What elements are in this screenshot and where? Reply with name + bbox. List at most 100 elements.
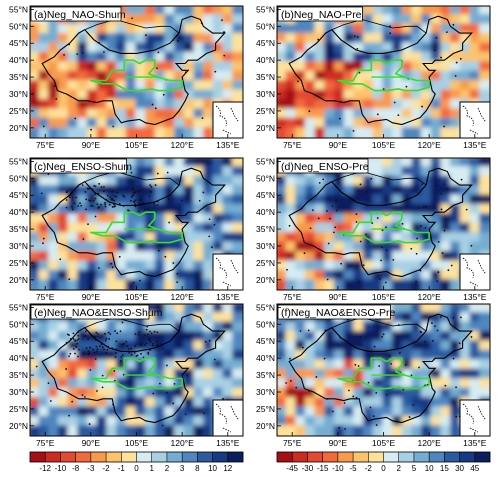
lat-tick-label: 35°N bbox=[256, 370, 275, 380]
country-boundary bbox=[41, 167, 226, 278]
map-panels: (a)Neg_NAO-Shum 55°N 50°N 45°N 40°N 35°N 30°N 2… bbox=[9, 4, 491, 448]
colorbar-tick-label: 2 bbox=[396, 464, 401, 473]
colorbar-segment bbox=[151, 452, 168, 462]
colorbar-tick-label: -10 bbox=[55, 464, 67, 473]
lat-tick-label: 55°N bbox=[256, 302, 275, 312]
neighbour-boundary bbox=[331, 171, 427, 186]
colorbar-segment bbox=[90, 452, 107, 462]
colorbar-segment bbox=[474, 452, 491, 462]
lon-tick-label: 90°E bbox=[329, 438, 348, 448]
lat-tick-label: 50°N bbox=[256, 21, 275, 31]
colorbar: -45 -30 -15 -10 -5 -2 0 2 5 10 15 30 45 bbox=[276, 451, 491, 473]
lat-tick-label: 30°N bbox=[9, 241, 28, 251]
colorbar-tick-label: 2 bbox=[165, 464, 170, 473]
lat-tick-label: 25°N bbox=[9, 106, 28, 116]
lat-tick-label: 55°N bbox=[256, 156, 275, 166]
lat-tick-label: 50°N bbox=[9, 319, 28, 329]
colorbar-tick-label: -1 bbox=[118, 464, 126, 473]
colorbar-segment bbox=[459, 452, 476, 462]
neighbour-boundary bbox=[331, 317, 427, 332]
colorbar-segment bbox=[444, 452, 460, 462]
lat-tick-label: 50°N bbox=[9, 173, 28, 183]
lat-tick-label: 45°N bbox=[9, 38, 28, 48]
lon-tick-label: 75°E bbox=[283, 292, 302, 302]
lat-tick-label: 30°N bbox=[9, 387, 28, 397]
inset-boundary bbox=[462, 403, 487, 433]
colorbars: -12 -10 -8 -3 -2 -1 0 1 2 3 8 10 12 -45 -30 -15 -10 -5 -2 0… bbox=[29, 451, 491, 473]
lat-tick-label: 35°N bbox=[9, 224, 28, 234]
colorbar-segment bbox=[337, 452, 354, 462]
lon-tick-label: 105°E bbox=[125, 438, 149, 448]
colorbar-segment bbox=[353, 452, 369, 462]
lat-tick-label: 20°N bbox=[9, 123, 28, 133]
inset-boundary bbox=[215, 105, 240, 135]
neighbour-boundary bbox=[331, 19, 427, 34]
significance-stippling bbox=[35, 313, 224, 427]
panel-label-box bbox=[30, 304, 150, 320]
lat-tick-label: 20°N bbox=[256, 275, 275, 285]
colorbar-segment bbox=[166, 452, 183, 462]
lon-tick-label: 135°E bbox=[216, 140, 240, 150]
map-panel: (b)Neg_NAO-Pre 55°N 50°N 45°N 40°N 35°N 30°N 25… bbox=[256, 4, 491, 150]
colorbar-segment bbox=[277, 452, 293, 462]
map-panel: (a)Neg_NAO-Shum 55°N 50°N 45°N 40°N 35°N 30°N 2… bbox=[9, 4, 244, 150]
panel-label: (b)Neg_NAO-Pre bbox=[281, 9, 362, 21]
map-panel: (e)Neg_NAO&ENSO-Shum 55°N 50°N 45°N 40°N 35°N… bbox=[9, 302, 244, 448]
lat-tick-label: 45°N bbox=[9, 190, 28, 200]
colorbar-segment bbox=[368, 452, 384, 462]
lat-tick-label: 25°N bbox=[256, 258, 275, 268]
colorbar-segment bbox=[383, 452, 400, 462]
anomaly-field bbox=[30, 6, 243, 138]
colorbar-segment bbox=[227, 452, 244, 462]
neighbour-boundary bbox=[84, 19, 180, 34]
colorbar-segment bbox=[75, 452, 92, 462]
lat-tick-label: 45°N bbox=[256, 38, 275, 48]
colorbar-tick-label: -10 bbox=[332, 464, 344, 473]
lat-tick-label: 30°N bbox=[256, 387, 275, 397]
lat-tick-label: 50°N bbox=[256, 319, 275, 329]
lon-tick-label: 120°E bbox=[418, 438, 442, 448]
lon-tick-label: 75°E bbox=[36, 140, 55, 150]
colorbar-tick-label: 10 bbox=[425, 464, 434, 473]
lon-tick-label: 90°E bbox=[82, 292, 101, 302]
lon-tick-label: 135°E bbox=[216, 292, 240, 302]
country-boundary bbox=[288, 15, 473, 126]
lat-tick-label: 40°N bbox=[9, 55, 28, 65]
neighbour-boundary bbox=[84, 171, 180, 186]
lat-tick-label: 55°N bbox=[256, 4, 275, 14]
colorbar-tick-label: -2 bbox=[103, 464, 111, 473]
colorbar-segment bbox=[413, 452, 430, 462]
colorbar-tick-label: 30 bbox=[455, 464, 464, 473]
lat-tick-label: 25°N bbox=[9, 258, 28, 268]
lon-tick-label: 105°E bbox=[372, 292, 396, 302]
colorbar-tick-label: 45 bbox=[470, 464, 479, 473]
colorbar-segment bbox=[60, 452, 76, 462]
lat-tick-label: 30°N bbox=[9, 89, 28, 99]
colorbar-tick-label: 8 bbox=[195, 464, 200, 473]
south-china-sea-inset bbox=[212, 101, 244, 139]
lon-tick-label: 105°E bbox=[372, 438, 396, 448]
inset-boundary bbox=[462, 105, 487, 135]
lat-tick-label: 25°N bbox=[256, 106, 275, 116]
country-boundary bbox=[288, 167, 473, 278]
inset-boundary bbox=[462, 257, 487, 287]
map-panel: (f)Neg_NAO&ENSO-Pre 55°N 50°N 45°N 40°N 35°N 3… bbox=[256, 302, 491, 448]
colorbar-tick-label: 0 bbox=[134, 464, 139, 473]
country-boundary bbox=[41, 15, 226, 126]
lat-tick-label: 40°N bbox=[256, 55, 275, 65]
lat-tick-label: 35°N bbox=[9, 72, 28, 82]
significance-stippling bbox=[285, 313, 473, 430]
colorbar-segment bbox=[182, 452, 198, 462]
colorbar-tick-label: 0 bbox=[381, 464, 386, 473]
map-panel: (d)Neg_ENSO-Pre 55°N 50°N 45°N 40°N 35°N 30°N 2… bbox=[256, 156, 491, 302]
colorbar-tick-label: -30 bbox=[302, 464, 314, 473]
colorbar-segment bbox=[121, 452, 137, 462]
lat-tick-label: 50°N bbox=[9, 21, 28, 31]
lat-tick-label: 55°N bbox=[9, 156, 28, 166]
lon-tick-label: 120°E bbox=[171, 140, 195, 150]
lat-tick-label: 35°N bbox=[256, 224, 275, 234]
colorbar-tick-label: -15 bbox=[317, 464, 329, 473]
lat-tick-label: 40°N bbox=[9, 353, 28, 363]
country-boundary bbox=[288, 313, 473, 424]
